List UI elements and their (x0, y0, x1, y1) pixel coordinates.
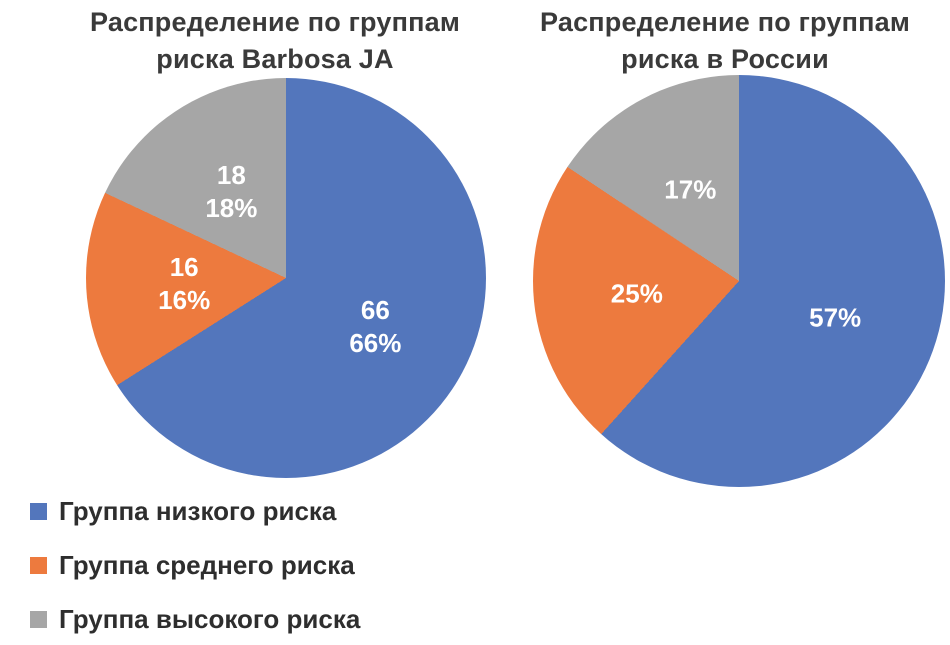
pie-data-label-line: 18% (205, 192, 258, 223)
pie-data-label: 25% (611, 277, 663, 310)
pie-data-label-line: 18 (216, 159, 246, 190)
legend-item-label: Группа высокого риска (59, 604, 361, 634)
chart-legend: Группа низкого риска Группа среднего рис… (30, 494, 360, 637)
chart-title-line: риска Barbosa JA (156, 44, 394, 74)
pie-data-label-line: 17% (664, 174, 717, 205)
pie-data-label: 66 66% (349, 294, 401, 360)
chart-title-russia: Распределение по группам риска в России (505, 4, 945, 78)
pie-data-label-line: 16 (169, 252, 199, 283)
pie-data-label: 16 16% (158, 251, 210, 317)
legend-swatch-icon (30, 611, 47, 628)
legend-item-medium-risk: Группа среднего риска (30, 548, 360, 583)
pie-chart-barbosa-ja: 66 66% 16 16% 18 18% (86, 78, 486, 478)
pie-data-label: 57% (809, 301, 861, 334)
pie-data-label-line: 16% (158, 285, 211, 316)
pie-data-label-line: 66 (360, 295, 390, 326)
legend-item-label: Группа среднего риска (59, 550, 355, 580)
chart-title-line: Распределение по группам (540, 7, 910, 37)
legend-item-high-risk: Группа высокого риска (30, 602, 360, 637)
pie-data-label: 18 18% (205, 159, 257, 225)
pie-data-label-line: 57% (809, 302, 862, 333)
legend-swatch-icon (30, 503, 47, 520)
pie-data-label-line: 25% (610, 278, 663, 309)
legend-item-low-risk: Группа низкого риска (30, 494, 360, 529)
pie-data-label: 17% (664, 174, 716, 207)
pie-data-label-line: 66% (349, 328, 402, 359)
legend-swatch-icon (30, 557, 47, 574)
pie-chart-russia: 57% 25% 17% (533, 75, 945, 487)
chart-title-line: риска в России (621, 44, 829, 74)
chart-title-barbosa-ja: Распределение по группам риска Barbosa J… (30, 4, 520, 78)
chart-title-line: Распределение по группам (90, 7, 460, 37)
legend-item-label: Группа низкого риска (59, 496, 337, 526)
